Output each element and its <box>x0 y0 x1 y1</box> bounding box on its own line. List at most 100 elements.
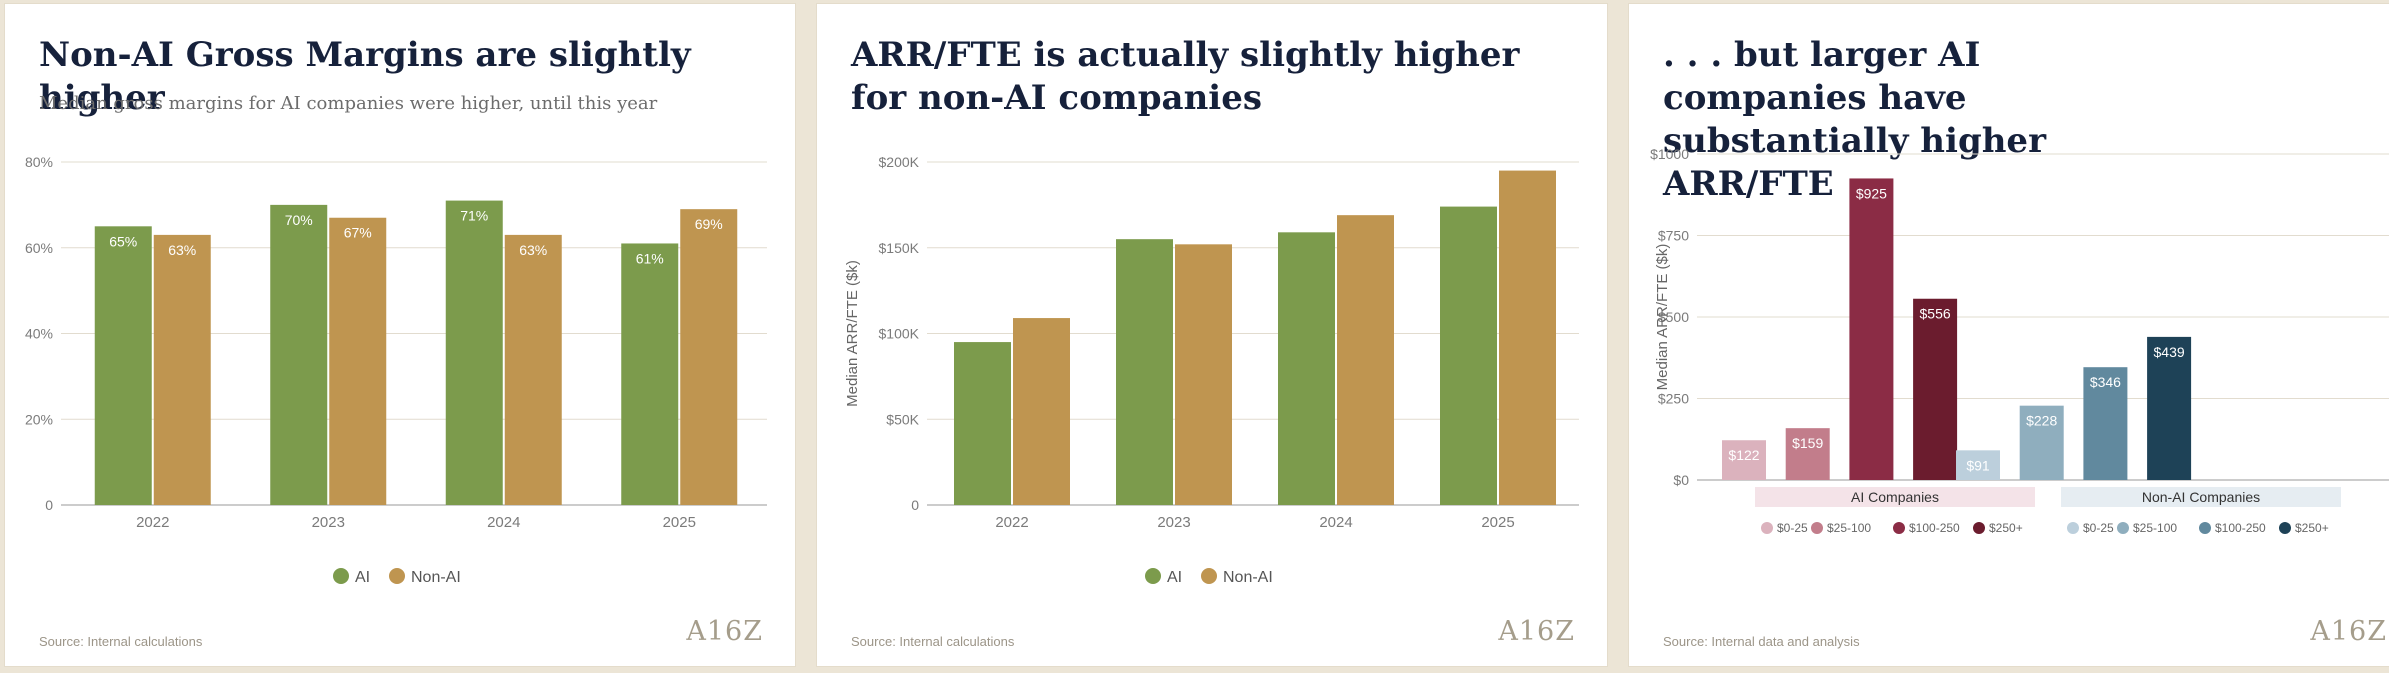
legend-swatch <box>2199 522 2211 534</box>
legend-swatch <box>333 568 349 584</box>
arr-fte-by-size-panel: . . . but larger AI companies have subst… <box>1628 3 2389 667</box>
bar-non-ai-1 <box>1956 450 2000 480</box>
bar-non-ai-2022 <box>153 234 211 505</box>
x-tick-label: 2025 <box>1481 514 1514 531</box>
bar-ai-4 <box>1913 298 1958 480</box>
legend-label: $0-25 <box>1777 521 1808 535</box>
bar-non-ai-2024 <box>504 234 562 505</box>
source-note: Source: Internal calculations <box>851 634 1015 649</box>
legend-swatch <box>1811 522 1823 534</box>
y-tick-label: $200K <box>879 154 920 170</box>
y-tick-label: 20% <box>25 411 53 427</box>
legend-label: $250+ <box>1989 521 2023 535</box>
y-tick-label: $750 <box>1658 228 1689 244</box>
y-tick-label: $150K <box>879 240 920 256</box>
legend-label: AI <box>355 569 370 586</box>
y-tick-label: $50K <box>886 411 919 427</box>
data-label: $346 <box>2090 374 2121 390</box>
bar-ai-2025 <box>1440 206 1497 505</box>
legend-swatch <box>1145 568 1161 584</box>
group-label: AI Companies <box>1851 489 1939 505</box>
bar-non-ai-2024 <box>1337 215 1394 506</box>
a16z-logo: A16Z <box>1498 616 1575 647</box>
legend-swatch <box>2279 522 2291 534</box>
y-tick-label: 80% <box>25 154 53 170</box>
data-label: 61% <box>636 250 664 266</box>
bar-ai-2022 <box>94 226 152 505</box>
y-axis-label: Median ARR/FTE ($k) <box>1654 244 1671 391</box>
y-tick-label: $1000 <box>1650 146 1689 162</box>
bar-non-ai-2022 <box>1013 318 1070 505</box>
data-label: 67% <box>344 225 372 241</box>
data-label: 65% <box>109 233 137 249</box>
legend-swatch <box>389 568 405 584</box>
data-label: 70% <box>285 212 313 228</box>
bar-non-ai-2 <box>2019 405 2064 480</box>
bar-non-ai-2023 <box>1175 244 1232 505</box>
bar-ai-2024 <box>1278 232 1335 505</box>
bar-non-ai-2025 <box>680 209 738 505</box>
data-label: $159 <box>1792 435 1823 451</box>
source-note: Source: Internal data and analysis <box>1663 634 1860 649</box>
legend-label: $100-250 <box>1909 521 1960 535</box>
data-label: 71% <box>460 208 488 224</box>
panel-title: Non-AI Gross Margins are slightly higher <box>39 35 691 118</box>
x-tick-label: 2022 <box>995 514 1028 531</box>
y-tick-label: 0 <box>45 497 53 513</box>
legend-label: Non-AI <box>1223 569 1273 586</box>
group-label: Non-AI Companies <box>2142 489 2260 505</box>
data-label: 63% <box>519 242 547 258</box>
y-tick-label: $0 <box>1673 472 1689 488</box>
legend-label: $100-250 <box>2215 521 2266 535</box>
group-band <box>2061 487 2341 507</box>
legend-swatch <box>1973 522 1985 534</box>
arr-fte-panel: ARR/FTE is actually slightly higher for … <box>816 3 1608 667</box>
data-label: 63% <box>168 242 196 258</box>
bar-ai-2 <box>1785 428 1830 480</box>
legend-swatch <box>1761 522 1773 534</box>
bar-ai-1 <box>1722 440 1766 480</box>
data-label: $556 <box>1920 306 1951 322</box>
y-tick-label: 60% <box>25 240 53 256</box>
y-tick-label: 0 <box>911 497 919 513</box>
legend-label: $25-100 <box>2133 521 2177 535</box>
bar-ai-2023 <box>270 204 328 505</box>
y-tick-label: $250 <box>1658 391 1689 407</box>
legend-label: $250+ <box>2295 521 2329 535</box>
a16z-logo: A16Z <box>686 616 763 647</box>
legend-label: $0-25 <box>2083 521 2114 535</box>
group-band <box>1755 487 2035 507</box>
a16z-logo: A16Z <box>2310 616 2387 647</box>
x-tick-label: 2025 <box>663 514 696 531</box>
data-label: 69% <box>695 216 723 232</box>
bar-ai-2024 <box>445 200 503 505</box>
legend-swatch <box>2067 522 2079 534</box>
legend-swatch <box>1201 568 1217 584</box>
panel-title: ARR/FTE is actually slightly higher for … <box>851 35 1520 118</box>
data-label: $439 <box>2154 344 2185 360</box>
bar-non-ai-4 <box>2147 336 2192 480</box>
data-label: $925 <box>1856 185 1887 201</box>
x-tick-label: 2024 <box>1319 514 1352 531</box>
legend-swatch <box>1893 522 1905 534</box>
bar-non-ai-2025 <box>1499 170 1556 505</box>
bar-ai-2022 <box>954 342 1011 505</box>
data-label: $122 <box>1728 447 1759 463</box>
y-tick-label: 40% <box>25 326 53 342</box>
gross-margin-panel: Non-AI Gross Margins are slightly higher… <box>4 3 796 667</box>
x-tick-label: 2024 <box>487 514 520 531</box>
arr-fte-chart: 0 $50K $100K $150K $200K Median ARR/FTE ($k) 2… <box>844 154 1579 586</box>
y-tick-label: $500 <box>1658 309 1689 325</box>
bar-ai-3 <box>1849 178 1894 480</box>
data-label: $91 <box>1966 457 1990 473</box>
legend-swatch <box>2117 522 2129 534</box>
y-tick-label: $100K <box>879 326 920 342</box>
y-axis-label: Median ARR/FTE ($k) <box>844 260 861 407</box>
x-tick-label: 2023 <box>312 514 345 531</box>
bar-ai-2025 <box>621 243 679 505</box>
gross-margin-chart: 0 20% 40% 60% 80% 65% 63% 2022 70% 67% 2023 71% 63% 2… <box>25 154 767 586</box>
bar-non-ai-2023 <box>329 217 387 506</box>
data-label: $228 <box>2026 413 2057 429</box>
source-note: Source: Internal calculations <box>39 634 203 649</box>
panel-subtitle: Median gross margins for AI companies we… <box>39 93 658 114</box>
